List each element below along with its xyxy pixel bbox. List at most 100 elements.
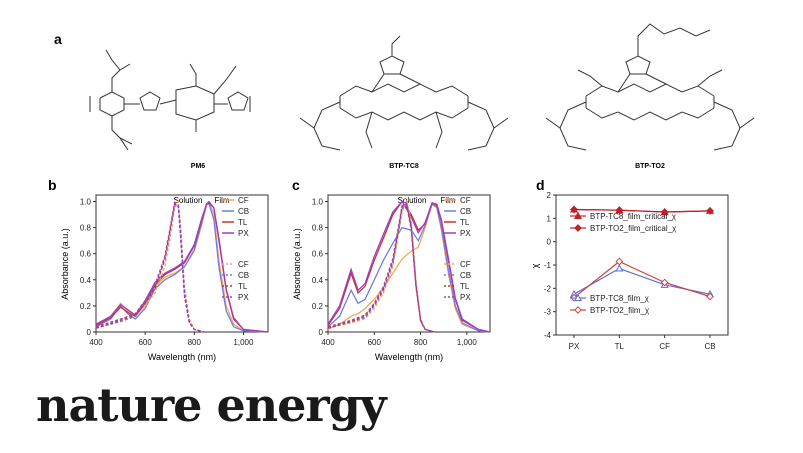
panel-label-b: b bbox=[48, 177, 57, 193]
y-tick-label-d: 2 bbox=[547, 191, 552, 200]
x-tick-label-d: TL bbox=[615, 342, 625, 351]
molecule-pm6-structure bbox=[89, 49, 251, 151]
y-tick-label-c: 0.4 bbox=[312, 276, 324, 285]
legend-label-b-dashed: TL bbox=[238, 282, 248, 291]
journal-logo: nature energy bbox=[36, 378, 387, 432]
series-line-d-1 bbox=[573, 208, 711, 213]
series-line-c-px-dashed bbox=[327, 204, 435, 333]
y-tick-label-d: -4 bbox=[544, 331, 552, 340]
y-tick-label-b: 0.8 bbox=[80, 224, 92, 233]
x-tick-label-d: CB bbox=[704, 342, 715, 351]
data-point-d-3 bbox=[706, 292, 714, 301]
x-tick-label-b: 600 bbox=[138, 338, 152, 347]
panel-label-a: a bbox=[54, 31, 62, 47]
legend-label-c-dashed: CF bbox=[460, 260, 471, 269]
series-line-c-cb-dashed bbox=[327, 201, 435, 333]
legend-label-c-dashed: CB bbox=[460, 271, 471, 280]
legend-marker-d bbox=[574, 306, 582, 314]
x-tick-label-c: 800 bbox=[414, 338, 428, 347]
legend-label-b-dashed: CB bbox=[238, 271, 249, 280]
y-tick-label-b: 1.0 bbox=[80, 198, 92, 207]
x-tick-label-b: 800 bbox=[188, 338, 202, 347]
legend-label-c-solid: TL bbox=[460, 218, 470, 227]
legend-label-c-dashed: TL bbox=[460, 282, 470, 291]
data-point-d-1 bbox=[570, 205, 578, 214]
x-axis-title-b: Wavelength (nm) bbox=[148, 352, 216, 362]
y-tick-label-d: -3 bbox=[544, 308, 552, 317]
chart-panel-c: Absorbance (a.u.) Wavelength (nm) Soluti… bbox=[292, 194, 491, 362]
legend-label-b-solid: TL bbox=[238, 218, 248, 227]
legend-label-d: BTP-TO2_film_critical_χ bbox=[590, 224, 677, 233]
y-tick-label-c: 0.2 bbox=[312, 302, 324, 311]
molecule-name-btp-to2: BTP-TO2 bbox=[635, 163, 665, 170]
y-tick-label-b: 0.4 bbox=[80, 276, 92, 285]
data-point-d-1 bbox=[615, 206, 624, 215]
legend-label-b-dashed: CF bbox=[238, 260, 249, 269]
panel-label-d: d bbox=[536, 177, 545, 193]
x-tick-label-b: 1,000 bbox=[233, 338, 254, 347]
y-tick-label-c: 0 bbox=[319, 328, 324, 337]
x-axis-title-c: Wavelength (nm) bbox=[375, 352, 443, 362]
y-tick-label-b: 0 bbox=[87, 328, 92, 337]
data-point-d-1 bbox=[706, 206, 714, 215]
data-point-d-1 bbox=[660, 208, 669, 216]
legend-label-d: BTP-TC8_film_critical_χ bbox=[590, 212, 677, 221]
annotation-solution-b: Solution bbox=[174, 196, 203, 205]
legend-label-c-solid: CF bbox=[460, 196, 471, 205]
legend-label-b-solid: PX bbox=[238, 229, 249, 238]
panel-label-c: c bbox=[292, 177, 300, 193]
legend-label-b-solid: CF bbox=[238, 196, 249, 205]
molecule-name-btp-tc8: BTP-TC8 bbox=[389, 163, 419, 170]
y-tick-label-d: 1 bbox=[547, 214, 552, 223]
y-tick-label-d: -1 bbox=[544, 261, 552, 270]
x-tick-label-c: 1,000 bbox=[457, 338, 478, 347]
y-tick-label-c: 1.0 bbox=[312, 198, 324, 207]
annotation-solution-c: Solution bbox=[398, 196, 427, 205]
y-tick-label-d: -2 bbox=[544, 284, 552, 293]
y-axis-title-b: Absorbance (a.u.) bbox=[60, 228, 70, 300]
x-tick-label-b: 400 bbox=[89, 338, 103, 347]
chart-panel-d: χ -4 -3 -2 -1 0 1 2 PX TL CF CB BTP-TC8_film_critic… bbox=[530, 191, 729, 351]
legend-label-d: BTP-TO2_film_χ bbox=[590, 306, 650, 315]
series-line-b-cf-dashed bbox=[95, 199, 205, 333]
series-line-d-3 bbox=[573, 260, 711, 299]
series-line-b-cb-dashed bbox=[95, 203, 205, 333]
legend-marker-d bbox=[573, 211, 583, 220]
y-axis-title-c: Absorbance (a.u.) bbox=[292, 228, 302, 300]
legend-label-b-solid: CB bbox=[238, 207, 249, 216]
molecule-btp-to2-structure bbox=[545, 23, 755, 151]
chart-panel-b: Absorbance (a.u.) Wavelength (nm) Soluti… bbox=[60, 194, 269, 362]
series-line-b-tl-dashed bbox=[95, 203, 205, 333]
y-tick-label-c: 0.8 bbox=[312, 224, 324, 233]
x-tick-label-c: 600 bbox=[368, 338, 382, 347]
molecule-name-pm6: PM6 bbox=[191, 163, 206, 170]
legend-label-b-dashed: PX bbox=[238, 293, 249, 302]
data-point-d-3 bbox=[660, 278, 669, 287]
molecule-btp-tc8-structure bbox=[299, 35, 509, 151]
legend-label-c-solid: CB bbox=[460, 207, 471, 216]
data-point-d-3 bbox=[615, 257, 624, 266]
y-tick-label-b: 0.2 bbox=[80, 302, 92, 311]
y-axis-title-d: χ bbox=[530, 263, 540, 268]
legend-label-c-solid: PX bbox=[460, 229, 471, 238]
x-tick-label-d: CF bbox=[659, 342, 670, 351]
series-line-c-cb-solid bbox=[327, 203, 491, 333]
y-tick-label-b: 0.6 bbox=[80, 250, 92, 259]
x-tick-label-c: 400 bbox=[321, 338, 335, 347]
series-line-c-tl-dashed bbox=[327, 203, 435, 333]
x-tick-label-d: PX bbox=[569, 342, 580, 351]
legend-marker-d bbox=[574, 224, 582, 232]
y-tick-label-d: 0 bbox=[547, 238, 552, 247]
plot-frame-b bbox=[95, 194, 269, 333]
series-line-b-px-solid bbox=[95, 200, 269, 333]
series-line-c-px-solid bbox=[327, 200, 491, 333]
legend-marker-d bbox=[573, 293, 583, 302]
data-point-d-2 bbox=[615, 264, 624, 272]
y-tick-label-c: 0.6 bbox=[312, 250, 324, 259]
legend-label-d: BTP-TC8_film_χ bbox=[590, 294, 650, 303]
series-line-b-px-dashed bbox=[95, 201, 205, 333]
legend-label-c-dashed: PX bbox=[460, 293, 471, 302]
series-line-b-cb-solid bbox=[95, 203, 269, 333]
plot-frame-c bbox=[327, 194, 491, 333]
